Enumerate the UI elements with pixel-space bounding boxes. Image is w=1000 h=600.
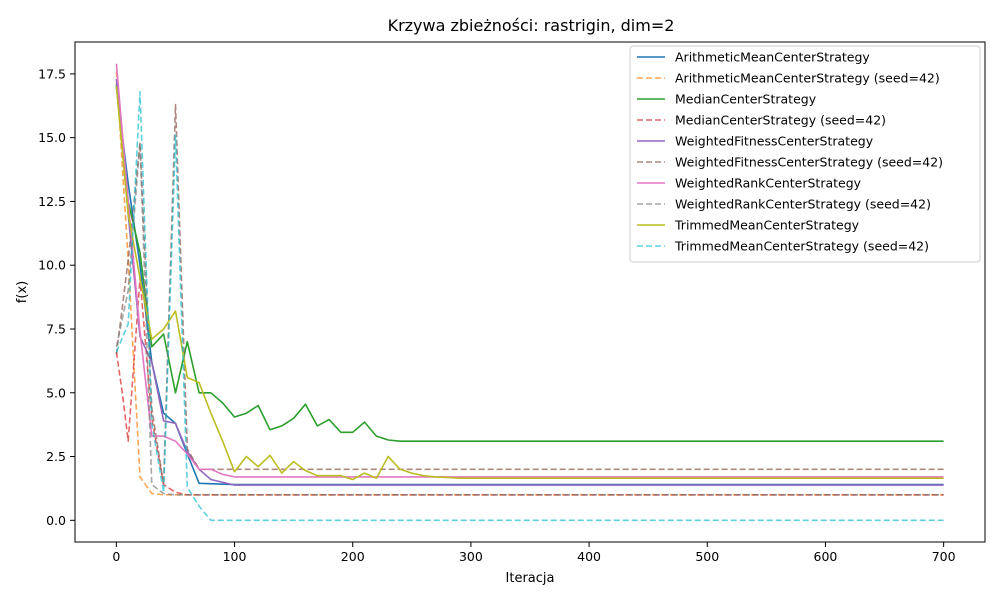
y-tick-label: 15.0 — [38, 130, 66, 145]
legend: ArithmeticMeanCenterStrategy ArithmeticMe… — [629, 45, 981, 263]
legend-label: WeightedFitnessCenterStrategy — [675, 134, 874, 149]
series-line-6 — [115, 103, 944, 486]
x-tick-label: 200 — [341, 549, 365, 564]
y-tick-label: 7.5 — [46, 321, 66, 336]
series-line-9 — [115, 86, 944, 481]
legend-label: TrimmedMeanCenterStrategy — [674, 218, 860, 233]
x-axis-label: Iteracja — [506, 571, 555, 586]
plot-area — [115, 63, 944, 522]
series-line-10 — [115, 90, 944, 522]
legend-label: WeightedRankCenterStrategy — [675, 176, 862, 191]
legend-label: ArithmeticMeanCenterStrategy — [675, 50, 870, 65]
x-tick-label: 400 — [577, 549, 601, 564]
y-tick-label: 5.0 — [46, 385, 66, 400]
x-tick-label: 300 — [459, 549, 483, 564]
legend-label: WeightedRankCenterStrategy (seed=42) — [675, 197, 931, 212]
series-line-4 — [115, 277, 944, 496]
y-axis: 0.0 2.5 5.0 7.5 10.0 12.5 15.0 17.5 — [38, 66, 75, 528]
x-tick-label: 500 — [695, 549, 719, 564]
series-line-8 — [115, 142, 944, 496]
legend-label: WeightedFitnessCenterStrategy (seed=42) — [675, 155, 943, 170]
y-tick-label: 0.0 — [46, 513, 66, 528]
x-tick-label: 700 — [932, 549, 956, 564]
axes-frame — [74, 41, 986, 543]
legend-label: TrimmedMeanCenterStrategy (seed=42) — [674, 239, 929, 254]
series-line-7 — [115, 63, 944, 478]
y-tick-label: 2.5 — [46, 449, 66, 464]
legend-box — [629, 45, 981, 263]
chart-title: Krzywa zbieżności: rastrigin, dim=2 — [388, 16, 675, 35]
x-axis: 0 100 200 300 400 500 600 700 — [112, 542, 956, 564]
legend-label: ArithmeticMeanCenterStrategy (seed=42) — [675, 71, 940, 86]
x-tick-label: 100 — [223, 549, 247, 564]
y-tick-label: 10.0 — [38, 258, 66, 273]
y-axis-label: f(x) — [15, 281, 30, 303]
x-tick-label: 0 — [112, 549, 120, 564]
x-tick-label: 600 — [814, 549, 838, 564]
legend-label: MedianCenterStrategy (seed=42) — [675, 113, 886, 128]
series-line-3 — [115, 84, 944, 443]
legend-label: MedianCenterStrategy — [675, 92, 817, 107]
y-tick-label: 12.5 — [38, 194, 66, 209]
y-tick-label: 17.5 — [38, 66, 66, 81]
